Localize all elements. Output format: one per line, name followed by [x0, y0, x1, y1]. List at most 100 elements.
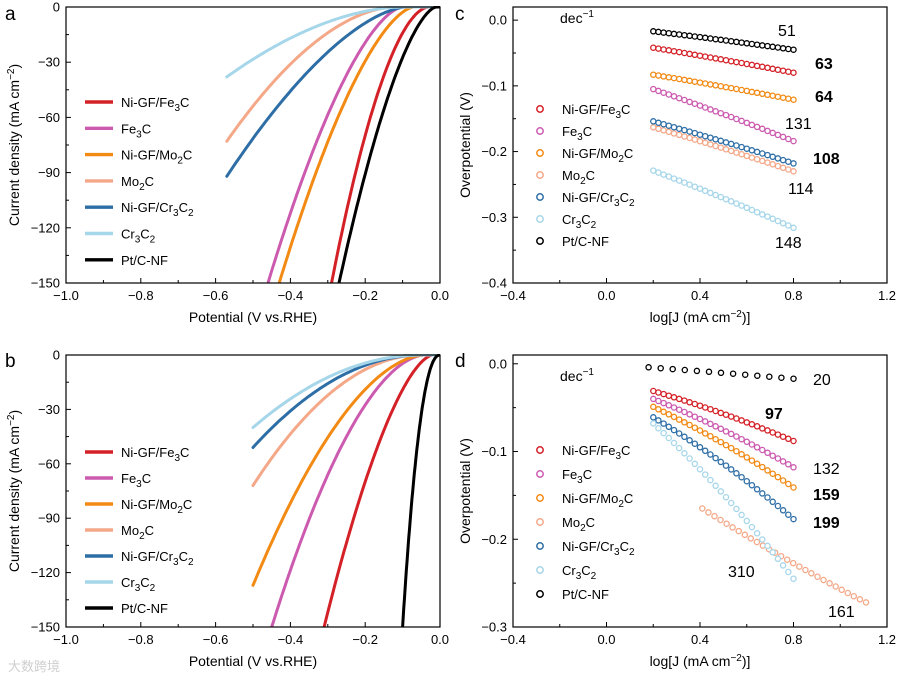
data-point [712, 407, 719, 415]
y-tick-label: −60 [38, 456, 60, 471]
legend: Ni-GF/Fe3C Fe3C Ni-GF/Mo2C Mo2C Ni-GF/Cr3C2 C… [536, 443, 635, 602]
series-line [270, 354, 440, 627]
data-point [862, 599, 870, 606]
data-point [691, 78, 699, 85]
legend-marker [536, 171, 544, 179]
data-point [691, 460, 699, 468]
data-point [686, 77, 693, 85]
data-point [701, 404, 709, 411]
data-point [717, 409, 725, 417]
data-point [655, 28, 662, 36]
data-point [727, 147, 735, 155]
data-point [660, 73, 667, 80]
data-point [779, 156, 787, 164]
data-point [722, 83, 730, 91]
legend-label: Fe3C [562, 467, 592, 486]
data-point [759, 463, 766, 471]
data-point [759, 42, 766, 49]
data-point [665, 128, 673, 136]
x-tick-label: 0.0 [597, 632, 615, 647]
data-point [759, 63, 766, 71]
series-line [266, 6, 440, 283]
data-point [738, 143, 745, 151]
data-point [753, 62, 761, 70]
data-point [723, 520, 730, 527]
data-point [808, 570, 815, 577]
data-point [844, 589, 852, 597]
data-point [707, 189, 714, 197]
data-point [774, 131, 782, 139]
data-point [738, 417, 745, 424]
data-point [701, 430, 709, 437]
data-point [675, 125, 683, 132]
data-point [738, 39, 745, 46]
x-tick-label: 0.4 [691, 632, 709, 647]
data-point [774, 44, 782, 51]
data-point [681, 397, 688, 404]
data-point [743, 145, 751, 152]
y-tick-label: −0.2 [481, 144, 507, 159]
data-point [691, 51, 699, 59]
data-point [691, 129, 699, 137]
legend-label: Ni-GF/Fe3C [121, 95, 189, 114]
data-point [717, 438, 725, 446]
data-point [712, 108, 719, 115]
data-point [774, 455, 782, 462]
data-point [743, 152, 751, 160]
y-tick-label: −0.1 [481, 444, 507, 459]
data-point [686, 181, 693, 188]
y-tick-label: −150 [31, 276, 60, 291]
legend-marker [536, 193, 544, 201]
x-axis-title: Potential (V vs.RHE) [189, 309, 317, 325]
legend-label: Cr3C2 [121, 575, 156, 594]
data-point [748, 481, 756, 489]
data-point [650, 85, 657, 93]
data-point [691, 33, 699, 40]
legend-label: Cr3C2 [562, 212, 597, 231]
data-point [753, 208, 761, 216]
data-point [650, 118, 657, 125]
data-point [696, 102, 704, 109]
data-point [675, 31, 683, 38]
series-line [337, 6, 440, 283]
data-point [712, 482, 719, 490]
data-point [707, 134, 714, 141]
data-point [729, 524, 736, 531]
data-point [670, 413, 678, 421]
data-point [650, 420, 657, 427]
legend-marker [536, 494, 544, 502]
data-point [665, 402, 673, 409]
x-tick-label: −0.2 [352, 632, 378, 647]
legend-label: Ni-GF/Cr3C2 [562, 539, 635, 558]
data-point [769, 161, 776, 168]
data-point [735, 527, 742, 535]
data-point [681, 419, 688, 426]
data-point [826, 580, 833, 587]
y-tick-label: −90 [38, 165, 60, 180]
legend: Ni-GF/Fe3C Fe3C Ni-GF/Mo2C Mo2C Ni-GF/Cr3C2 C… [85, 445, 194, 616]
data-point [759, 446, 766, 454]
y-tick-label: −90 [38, 511, 60, 526]
data-point [769, 470, 776, 477]
y-tick-label: −0.1 [481, 78, 507, 93]
data-point [655, 397, 662, 405]
data-point [738, 117, 745, 125]
legend-marker [536, 149, 544, 157]
legend-label: Mo2C [562, 168, 595, 187]
data-point [681, 31, 688, 39]
data-point [743, 60, 751, 68]
data-point [717, 137, 725, 145]
data-point [748, 147, 756, 154]
legend: Ni-GF/Fe3C Fe3C Ni-GF/Mo2C Mo2C Ni-GF/Cr3C2 C… [536, 102, 635, 249]
legend-marker [536, 590, 544, 598]
y-tick-label: −120 [31, 565, 60, 580]
data-point [665, 122, 673, 129]
data-point [727, 198, 735, 205]
panel-letter: d [455, 351, 466, 372]
slope-label: 64 [815, 89, 833, 106]
data-point [670, 123, 678, 131]
legend-label: Pt/C-NF [562, 234, 609, 249]
x-tick-label: 1.2 [878, 288, 896, 303]
data-point [696, 465, 704, 473]
legend-label: Ni-GF/Cr3C2 [121, 200, 194, 219]
